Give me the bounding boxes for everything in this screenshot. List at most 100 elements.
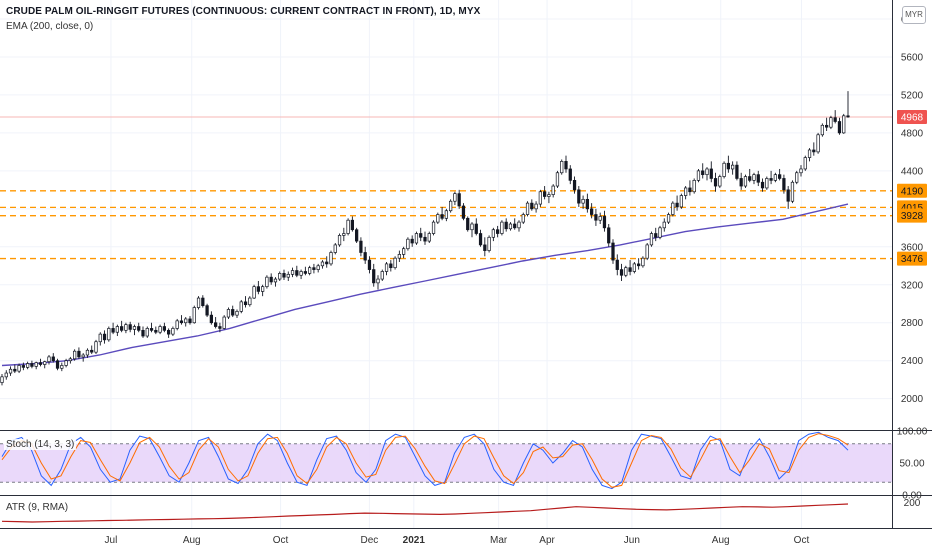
candle (568, 165, 572, 185)
candle-body (602, 216, 607, 229)
candle-body (68, 358, 72, 362)
candle (560, 159, 564, 175)
candle-body (149, 328, 154, 331)
candle (427, 231, 431, 244)
candle-body (833, 117, 837, 122)
candle (662, 218, 666, 232)
candle-body (372, 269, 376, 284)
candle (739, 172, 743, 190)
stoch-line (1, 433, 849, 488)
candle-body (705, 168, 709, 176)
candle-body (384, 263, 389, 272)
candle-body (235, 310, 239, 316)
candle (487, 235, 491, 253)
candle (90, 345, 94, 355)
candle-body (628, 267, 632, 272)
candle-body (273, 278, 278, 283)
candle-body (286, 273, 290, 278)
candle-body (474, 223, 478, 234)
candle-body (778, 174, 782, 179)
candle-body (196, 297, 201, 308)
candle (534, 201, 538, 213)
candle (807, 148, 812, 162)
candle-body (333, 244, 337, 253)
candle-body (325, 261, 329, 265)
candle-body (81, 354, 85, 358)
last-price-badge-bg (897, 109, 927, 124)
candle (517, 220, 521, 232)
candle (43, 360, 47, 369)
candle (158, 324, 162, 335)
candle-body (483, 244, 487, 251)
candle (380, 269, 384, 281)
candle (778, 168, 782, 181)
candle-body (508, 223, 513, 230)
candle (192, 305, 196, 324)
candle (261, 284, 265, 297)
candle-body (431, 221, 436, 234)
candle-body (64, 360, 68, 366)
candle-body (748, 176, 752, 181)
candle (491, 227, 495, 242)
time-tick-label: 2021 (403, 535, 426, 546)
candle-body (389, 263, 393, 269)
candle (346, 218, 350, 236)
candle (577, 186, 581, 207)
candle-body (269, 276, 273, 283)
candle (21, 362, 25, 371)
time-tick-label: Apr (539, 535, 555, 546)
candle-body (829, 117, 833, 128)
candle (436, 212, 440, 225)
candle (94, 339, 98, 355)
candle-body (692, 180, 696, 193)
candle (419, 227, 423, 242)
candle (786, 186, 790, 209)
candle-body (154, 329, 158, 333)
candle (572, 176, 577, 194)
candle (521, 212, 525, 225)
candle (726, 155, 730, 173)
time-tick-label: Oct (794, 535, 810, 546)
candle-body (380, 271, 384, 280)
level-badge: 4190 (901, 186, 924, 197)
candle (102, 330, 107, 344)
candle (196, 296, 201, 310)
candle (619, 263, 624, 281)
candle-body (167, 329, 171, 335)
level-badge-bg (897, 208, 927, 223)
candle (337, 233, 342, 247)
time-tick-label: Jul (105, 535, 118, 546)
candle (829, 115, 833, 130)
candle (393, 256, 397, 270)
candle (145, 326, 149, 338)
price-tick-label: 2800 (901, 318, 924, 329)
candle-body (782, 178, 786, 191)
candle-body (51, 356, 55, 362)
candle-body (303, 271, 307, 274)
candle (820, 123, 824, 137)
candle-body (145, 328, 149, 337)
candle (423, 231, 427, 245)
currency-badge[interactable]: MYR (902, 6, 926, 24)
price-tick-label: 3200 (901, 280, 924, 291)
price-tick-label: 2000 (901, 394, 924, 405)
candle-body (449, 200, 453, 212)
candle (290, 267, 295, 278)
candle (628, 260, 632, 276)
candle (564, 155, 568, 173)
candle (666, 212, 671, 225)
candle (731, 161, 735, 175)
candle (538, 189, 542, 207)
atr-line (1, 503, 849, 523)
time-tick-label: Aug (183, 535, 201, 546)
candle-body (184, 318, 188, 324)
candle-body (90, 349, 94, 353)
candle-body (743, 176, 748, 187)
candle-body (611, 242, 615, 261)
candle (837, 117, 842, 135)
candle-body (590, 208, 594, 215)
candle (500, 220, 504, 236)
candle-body (290, 270, 295, 275)
candle (209, 311, 213, 325)
